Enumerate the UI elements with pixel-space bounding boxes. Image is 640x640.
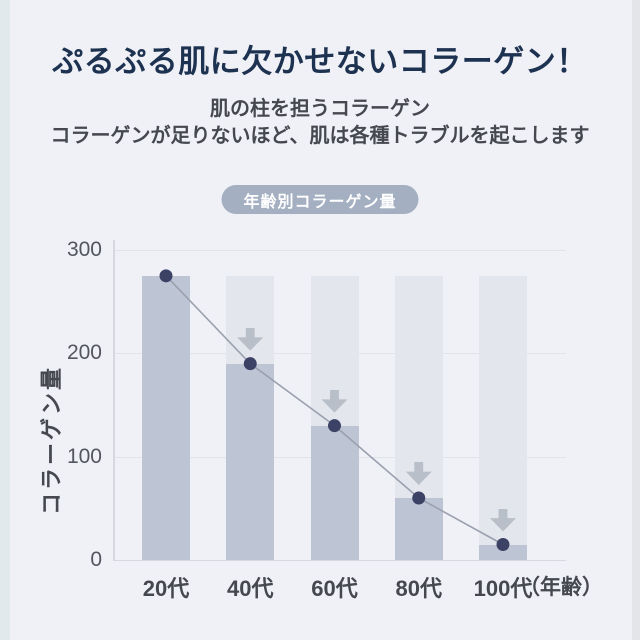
value-bar-100代 <box>479 544 527 560</box>
subtitle-line-2: コラーゲンが足りないほど、肌は各種トラブルを起こします <box>50 125 590 147</box>
gridline-0 <box>113 560 566 561</box>
value-bar-20代 <box>142 275 190 560</box>
y-tick-label-200: 200 <box>66 341 102 365</box>
y-tick-label-100: 100 <box>66 444 102 468</box>
right-edge-strip <box>632 0 640 640</box>
y-axis-label: コラーゲン量 <box>39 364 64 516</box>
y-tick-label-300: 300 <box>66 238 102 261</box>
x-axis-unit-label: （年齢） <box>519 576 603 599</box>
subtitle-line-1: 肌の柱を担うコラーゲン <box>210 98 430 120</box>
page-title: ぷるぷる肌に欠かせないコラーゲン！ <box>52 44 588 79</box>
left-edge-strip <box>0 0 10 640</box>
x-tick-label-100代: 100代 <box>473 576 533 601</box>
gridline-300 <box>113 250 566 251</box>
x-tick-label-20代: 20代 <box>142 576 190 601</box>
y-tick-label-0: 0 <box>90 548 102 571</box>
x-tick-label-80代: 80代 <box>395 576 442 601</box>
x-tick-label-40代: 40代 <box>227 576 274 601</box>
value-bar-80代 <box>394 498 443 560</box>
value-bar-40代 <box>226 363 275 560</box>
y-axis-line <box>113 240 115 560</box>
subtitle: 肌の柱を担うコラーゲン コラーゲンが足りないほど、肌は各種トラブルを起こします <box>0 96 640 150</box>
chart-title-badge: 年齢別コラーゲン量 <box>221 185 419 214</box>
x-tick-label-60代: 60代 <box>311 576 358 601</box>
value-bar-60代 <box>310 425 359 560</box>
